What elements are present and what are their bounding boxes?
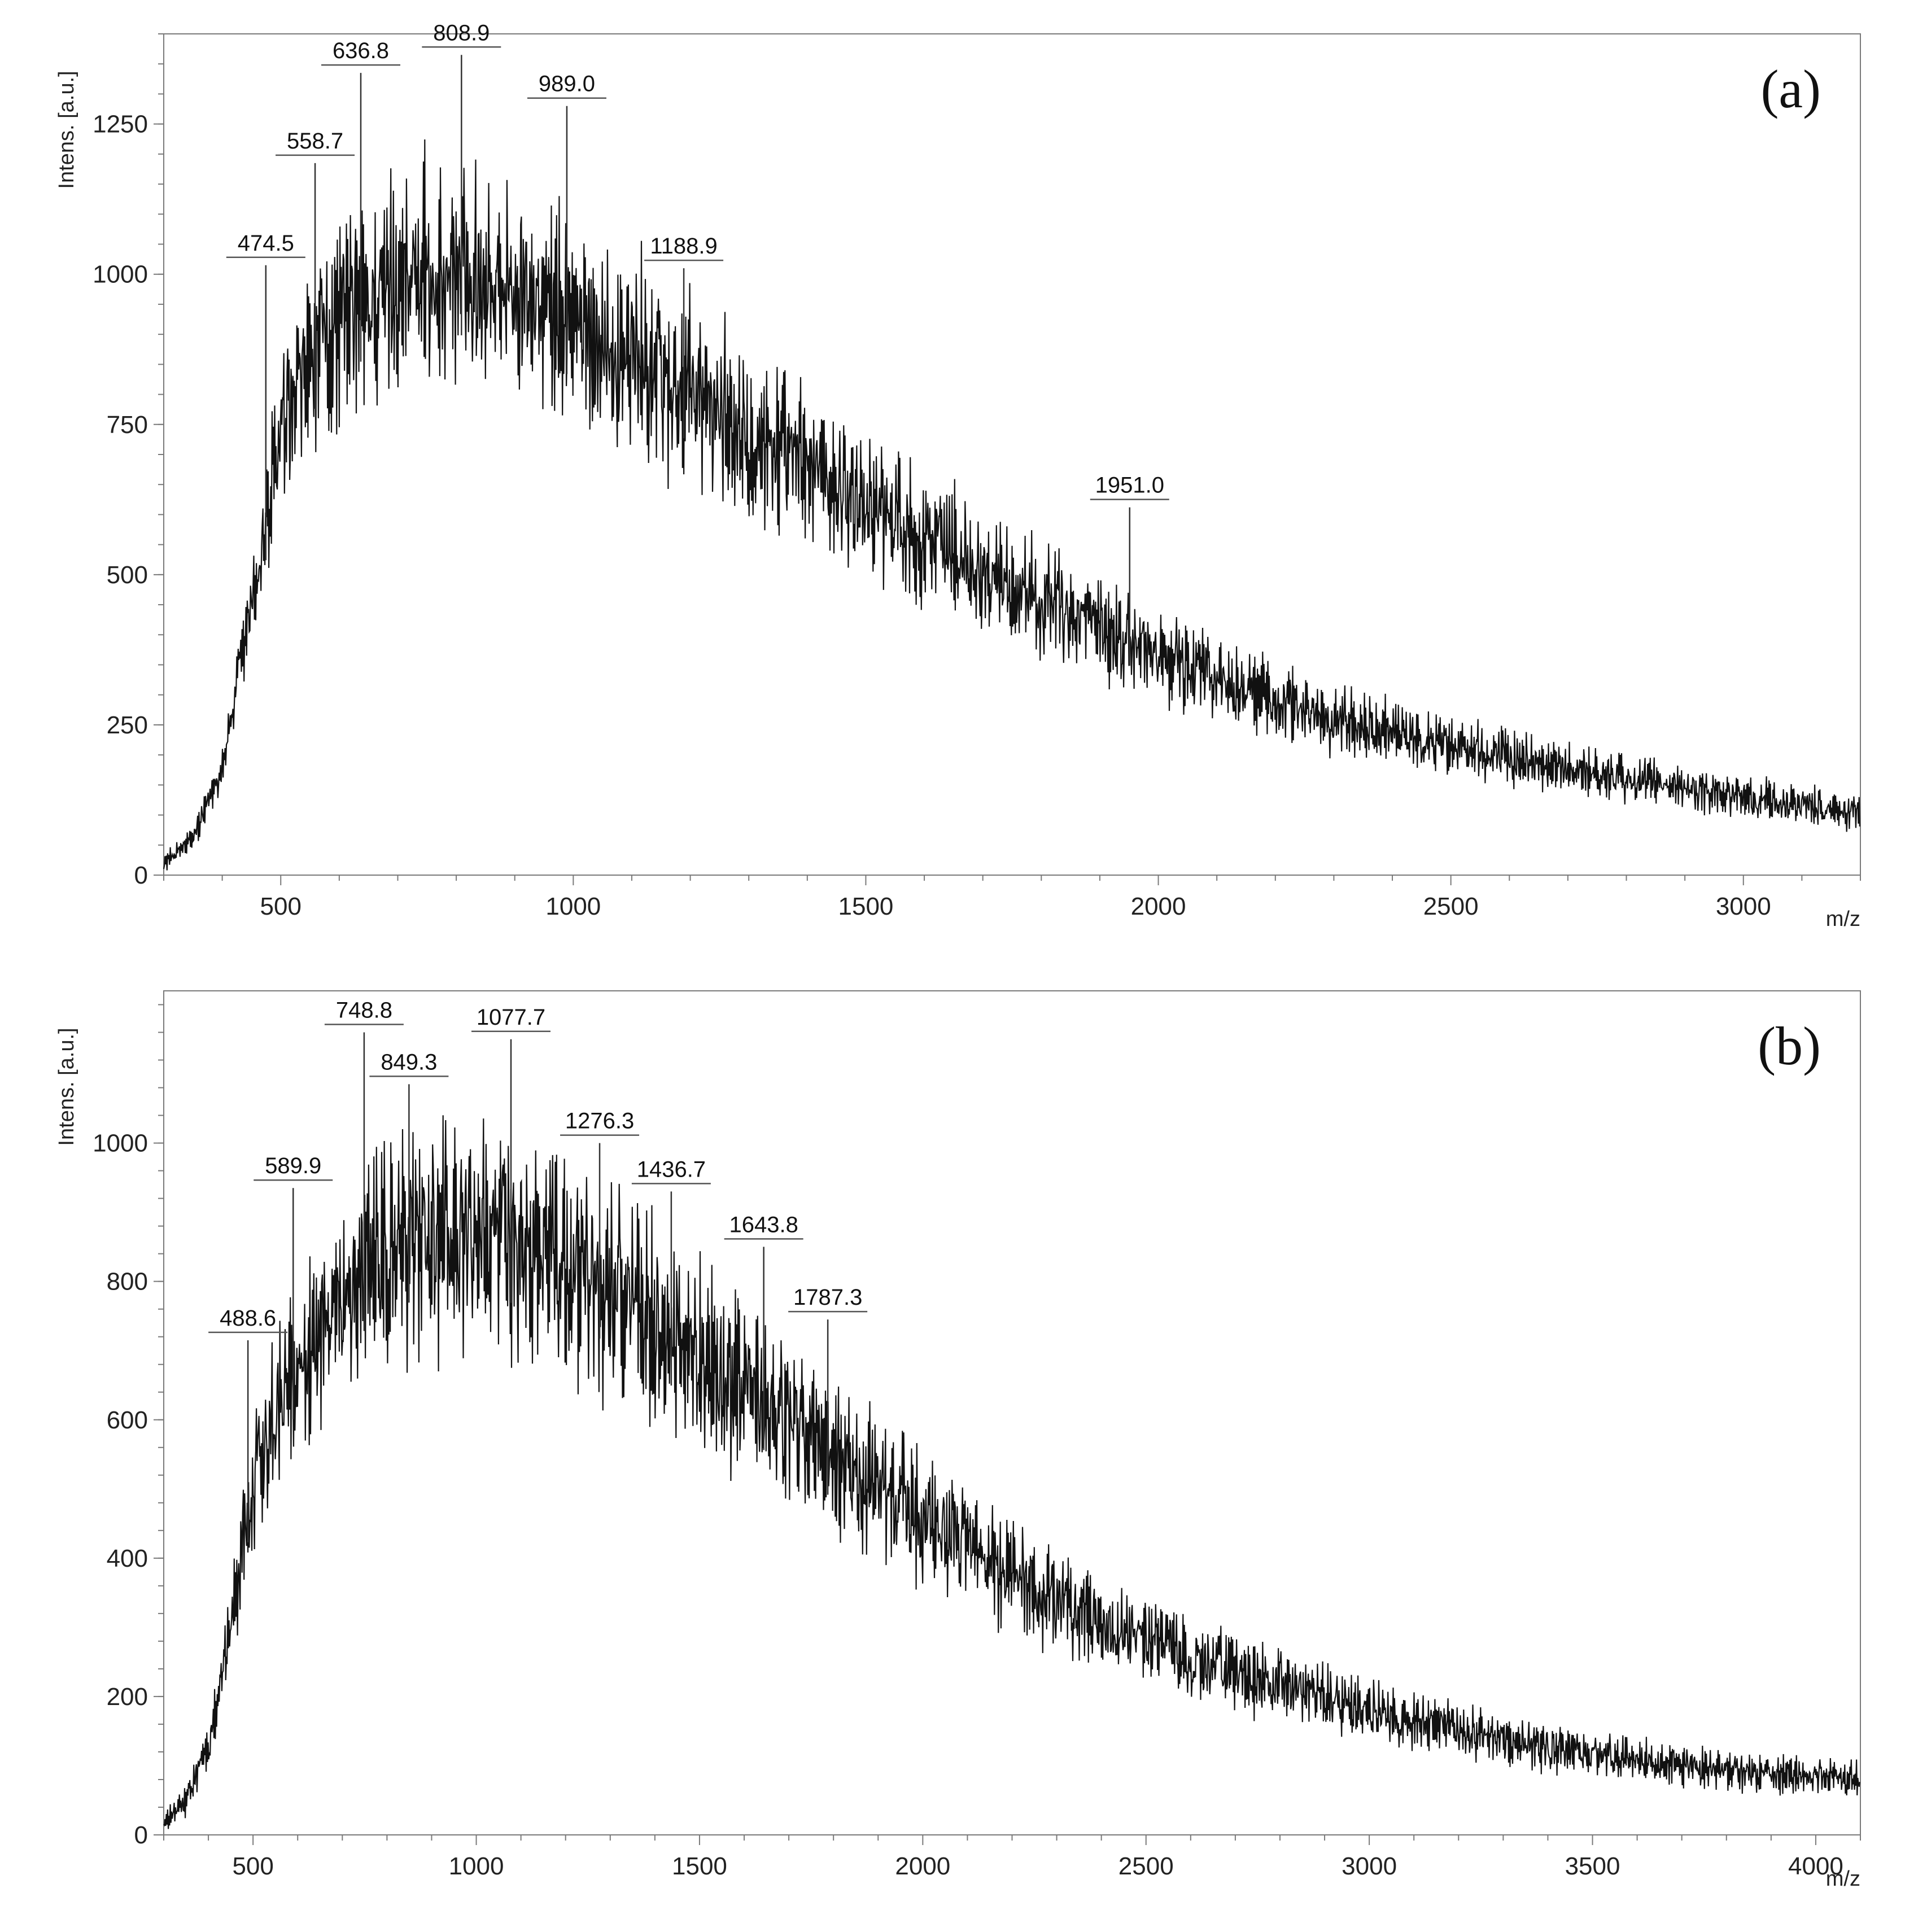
- plot-frame: [163, 33, 1861, 876]
- panel-label: (b): [1758, 1016, 1821, 1076]
- x-tick-label: 4000: [1788, 1852, 1843, 1880]
- panel-b: 500 1000 1500 2000 2500 3000 3500 4000 0 200 400 60…: [55, 990, 1861, 1891]
- peak-label: 1787.3: [793, 1285, 862, 1310]
- x-axis-label: m/z: [1826, 907, 1860, 931]
- x-tick-label: 2500: [1423, 893, 1479, 920]
- x-tick-label: 500: [260, 893, 302, 920]
- x-tick-label: 2500: [1118, 1852, 1174, 1880]
- y-tick-label: 800: [107, 1268, 148, 1296]
- x-axis-label: m/z: [1826, 1867, 1860, 1891]
- y-tick-label: 600: [107, 1406, 148, 1434]
- peak-label: 1276.3: [565, 1109, 634, 1134]
- peak-label: 474.5: [238, 231, 294, 256]
- x-tick-label: 3000: [1716, 893, 1771, 920]
- peak-label: 1436.7: [637, 1157, 706, 1182]
- peak-label: 589.9: [265, 1153, 321, 1178]
- y-tick-label: 400: [107, 1545, 148, 1572]
- x-tick-label: 2000: [1131, 893, 1186, 920]
- panel-label: (a): [1760, 59, 1821, 119]
- y-axis-label: Intens. [a.u.]: [55, 1028, 78, 1146]
- x-tick-label: 500: [232, 1852, 273, 1880]
- panel-a: 500 1000 1500 2000 2500 3000 0 250 500 750 1000 125…: [55, 20, 1861, 931]
- peak-label: 558.7: [287, 129, 343, 154]
- peak-label: 1643.8: [729, 1212, 798, 1237]
- spectrum-trace: [163, 1115, 1860, 1829]
- peak-label: 748.8: [336, 998, 392, 1023]
- x-tick-label: 1500: [672, 1852, 727, 1880]
- y-tick-label: 750: [107, 411, 148, 439]
- x-tick-label: 3000: [1342, 1852, 1397, 1880]
- peak-label: 636.8: [333, 38, 389, 63]
- y-axis-label: Intens. [a.u.]: [55, 71, 78, 189]
- y-tick-label: 0: [134, 1821, 148, 1849]
- spectrum-trace: [163, 139, 1860, 871]
- peak-label: 849.3: [381, 1050, 437, 1074]
- y-tick-label: 1000: [93, 261, 148, 289]
- peak-label: 1951.0: [1095, 473, 1164, 498]
- x-tick-label: 1000: [545, 893, 601, 920]
- y-tick-label: 0: [134, 862, 148, 889]
- x-tick-label: 2000: [895, 1852, 950, 1880]
- peak-label: 1188.9: [650, 234, 717, 259]
- peak-label: 989.0: [539, 72, 595, 97]
- peak-label: 808.9: [433, 20, 490, 45]
- y-tick-label: 200: [107, 1683, 148, 1711]
- y-tick-label: 500: [107, 561, 148, 589]
- y-tick-label: 1000: [93, 1130, 148, 1157]
- y-tick-label: 250: [107, 711, 148, 739]
- peak-label: 488.6: [220, 1306, 276, 1331]
- plot-frame: [163, 990, 1861, 1835]
- x-tick-label: 1500: [838, 893, 894, 920]
- peak-label: 1077.7: [477, 1005, 545, 1030]
- x-tick-label: 3500: [1565, 1852, 1620, 1880]
- x-tick-label: 1000: [449, 1852, 504, 1880]
- y-tick-label: 1250: [93, 111, 148, 138]
